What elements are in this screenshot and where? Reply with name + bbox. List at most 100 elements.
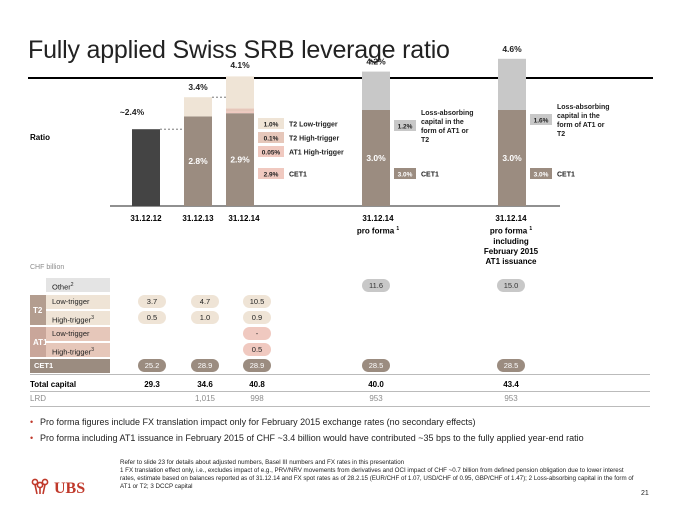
page-title: Fully applied Swiss SRB leverage ratio (28, 36, 450, 64)
callout-text: T2 Low-trigger (289, 122, 338, 129)
category-line-text: pro forma (356, 226, 395, 236)
bullet-item: Pro forma figures include FX translation… (30, 416, 660, 428)
bar-total-label: 4.2% (366, 57, 386, 67)
row-header-text: Low-trigger (52, 329, 90, 338)
callout-text: form of AT1 or (421, 128, 469, 135)
category-line: 31.12.13 (182, 214, 214, 223)
logo-text: UBS (54, 480, 86, 497)
callout-box (258, 132, 284, 143)
category-line: 31.12.12 (130, 214, 162, 223)
group-header-at1: AT1 (30, 327, 48, 357)
category-line: 31.12.14 (228, 214, 260, 223)
category-label-1: 31.12.13 (173, 214, 223, 224)
callout-value: 1.6% (534, 118, 549, 125)
table-separator (30, 391, 650, 392)
keys-icon (30, 478, 50, 500)
total-capital-label: Total capital (30, 380, 77, 389)
bar-segment (132, 129, 160, 206)
category-label-0: 31.12.12 (121, 214, 171, 224)
value-pill-t2-low-0: 3.7 (138, 295, 166, 308)
bar-segment (226, 108, 254, 112)
row-header-text: High-trigger (52, 315, 92, 325)
value-pill-cet1-1: 28.9 (191, 359, 219, 372)
callout-text: T2 (557, 131, 565, 138)
total-capital-value-4: 43.4 (503, 380, 519, 389)
total-capital-value-2: 40.8 (249, 380, 265, 389)
callout-text: T2 (421, 137, 429, 144)
callout-text: Loss-absorbing (557, 104, 610, 111)
value-pill-other-3: 11.6 (362, 279, 390, 292)
callout-text: form of AT1 or (557, 122, 605, 129)
footnote-ref: 1 (529, 226, 533, 232)
callout-value: 0.05% (262, 150, 281, 157)
lrd-value-1: 1,015 (194, 394, 216, 403)
callout-text: CET1 (421, 172, 439, 179)
row-header-other: Other2 (46, 278, 110, 292)
category-line: including (493, 236, 529, 246)
footnote-line: Refer to slide 23 for details about adju… (120, 459, 405, 466)
callout-text: CET1 (557, 172, 575, 179)
bar-total-label: 3.4% (188, 82, 208, 92)
value-pill-t2-low-1: 4.7 (191, 295, 219, 308)
callout-text: capital in the (421, 119, 464, 126)
lrd-label: LRD (30, 394, 47, 403)
segment-value-label: 2.8% (188, 156, 208, 166)
callout-box (394, 168, 416, 179)
bar-segment (226, 111, 254, 114)
value-pill-cet1-4: 28.5 (497, 359, 525, 372)
value-pill-t2-high-1: 1.0 (191, 311, 219, 324)
callout-text: Loss-absorbing (421, 110, 474, 117)
footnote-ref: 3 (91, 315, 94, 321)
value-pill-at1-low-2: - (243, 327, 271, 340)
category-label-3: 31.12.14 pro forma 1 (348, 214, 408, 237)
callout-box (258, 168, 284, 179)
value-pill-cet1-3: 28.5 (362, 359, 390, 372)
category-line: pro forma 1 (471, 224, 551, 237)
table-separator (30, 374, 650, 375)
bullet-item: Pro forma including AT1 issuance in Febr… (30, 432, 660, 444)
footnote-line: 1 FX translation effect only, i.e., excl… (120, 467, 634, 490)
callout-value: 1.2% (398, 124, 413, 131)
footnote-ref: 3 (91, 347, 94, 353)
ubs-logo: UBS (30, 478, 85, 500)
category-line-text: pro forma (489, 226, 528, 236)
footnote-ref: 1 (396, 226, 400, 232)
bar-segment (362, 71, 390, 110)
bar-segment (184, 116, 212, 206)
row-header-at1-low: Low-trigger (46, 327, 110, 341)
bar-segment (362, 110, 390, 206)
category-line: pro forma 1 (348, 224, 408, 237)
category-line: February 2015 (483, 246, 539, 256)
ratio-axis-label: Ratio (30, 133, 50, 142)
callout-value: 1.0% (264, 122, 279, 129)
category-line: AT1 issuance (485, 256, 537, 266)
value-pill-cet1-0: 25.2 (138, 359, 166, 372)
page-number: 21 (641, 490, 649, 497)
value-pill-other-4: 15.0 (497, 279, 525, 292)
category-label-4: 31.12.14 pro forma 1 including February … (471, 214, 551, 267)
callout-value: 0.1% (264, 136, 279, 143)
row-header-cet1: CET1 (30, 359, 110, 373)
callout-value: 3.0% (398, 172, 413, 179)
callout-text: AT1 High-trigger (289, 150, 344, 157)
callout-box (258, 118, 284, 129)
segment-value-label: 3.0% (366, 153, 386, 163)
table-separator (30, 406, 650, 407)
value-pill-at1-high-2: 0.5 (243, 343, 271, 356)
row-header-text: High-trigger (52, 347, 92, 357)
category-line: 31.12.14 (362, 214, 394, 223)
callout-text: CET1 (289, 172, 307, 179)
bar-total-label: 4.6% (502, 44, 522, 54)
row-header-at1-high: High-trigger3 (46, 343, 110, 357)
value-pill-cet1-2: 28.9 (243, 359, 271, 372)
group-header-t2: T2 (30, 295, 46, 325)
value-pill-t2-low-2: 10.5 (243, 295, 271, 308)
footnote-ref: 2 (70, 282, 74, 288)
callout-value: 2.9% (264, 172, 279, 179)
callout-value: 3.0% (534, 172, 549, 179)
callout-text: T2 High-trigger (289, 136, 339, 143)
category-line: 31.12.14 (495, 214, 527, 223)
callout-box (394, 120, 416, 131)
value-pill-t2-high-0: 0.5 (138, 311, 166, 324)
